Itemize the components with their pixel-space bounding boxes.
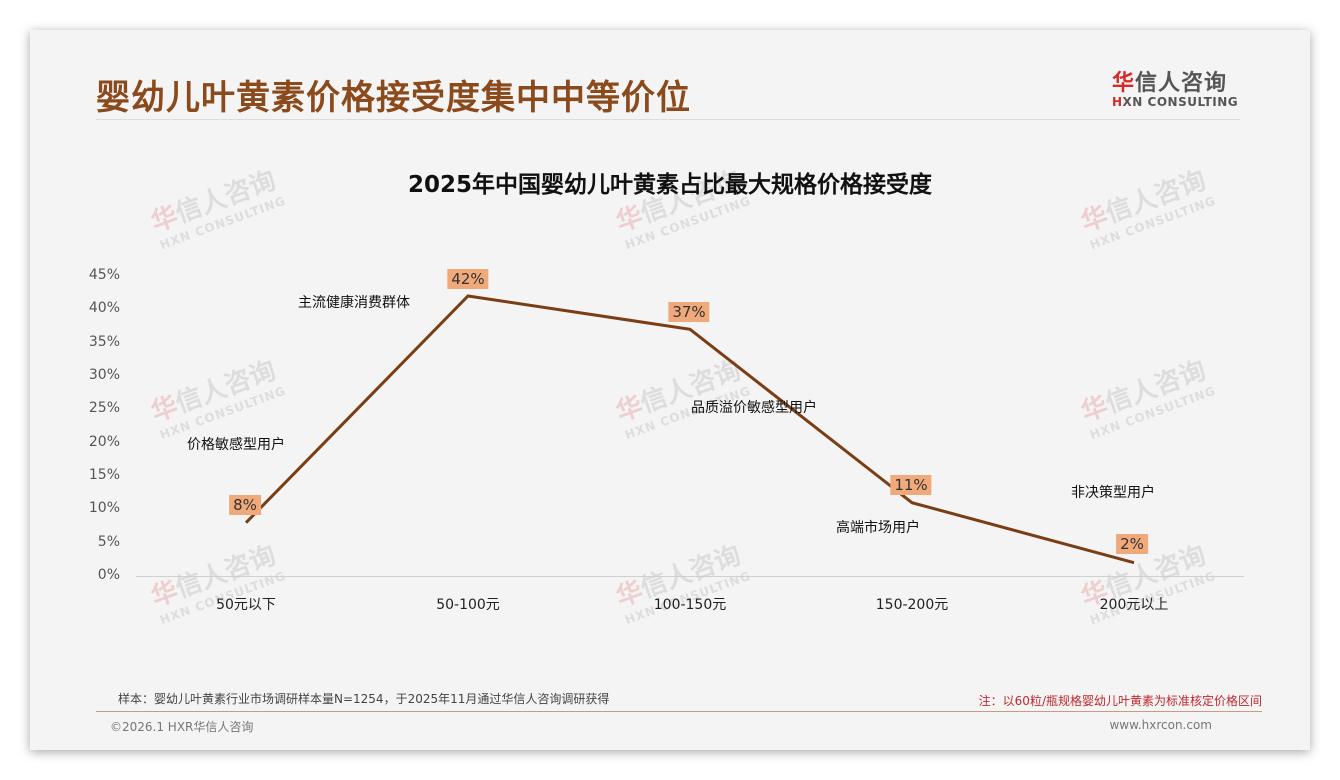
y-tick: 15% <box>88 467 120 483</box>
chart-title: 2025年中国婴幼儿叶黄素占比最大规格价格接受度 <box>407 172 932 198</box>
segment-annotation: 价格敏感型用户 <box>187 437 285 453</box>
segment-annotation: 高端市场用户 <box>836 520 920 536</box>
data-label: 8% <box>229 495 261 515</box>
y-tick: 5% <box>97 534 120 550</box>
x-axis-line <box>136 576 1244 577</box>
x-tick: 100-150元 <box>653 597 727 613</box>
segment-annotation: 品质溢价敏感型用户 <box>691 400 817 416</box>
data-label: 42% <box>447 269 489 289</box>
x-tick: 150-200元 <box>875 597 949 613</box>
header-divider <box>96 119 1240 120</box>
x-tick: 50元以下 <box>216 597 276 613</box>
y-tick: 10% <box>88 500 120 516</box>
sample-note: 样本：婴幼儿叶黄素行业市场调研样本量N=1254，于2025年11月通过华信人咨… <box>118 692 610 706</box>
logo-en: HXN CONSULTING <box>1112 95 1239 109</box>
y-tick: 25% <box>88 400 120 416</box>
brand-logo: 华信人咨询 HXN CONSULTING <box>1112 65 1242 109</box>
x-tick: 200元以上 <box>1099 597 1169 613</box>
segment-annotation: 主流健康消费群体 <box>298 295 410 311</box>
y-tick: 20% <box>88 434 120 450</box>
slide: 华信人咨询 HXN CONSULTING 华信人咨询 HXN CONSULTIN… <box>30 30 1310 750</box>
price-note: 注：以60粒/瓶规格婴幼儿叶黄素为标准核定价格区间 <box>978 694 1262 708</box>
y-tick: 35% <box>88 334 120 350</box>
data-label: 2% <box>1116 534 1148 554</box>
page-title: 婴幼儿叶黄素价格接受度集中中等价位 <box>96 78 691 118</box>
copyright: ©2026.1 HXR华信人咨询 <box>110 720 254 734</box>
footer-divider <box>96 711 1262 712</box>
x-tick: 50-100元 <box>436 597 500 613</box>
data-label: 11% <box>890 475 932 495</box>
y-tick: 45% <box>88 267 120 283</box>
line-series <box>244 294 1135 565</box>
website-url: www.hxrcon.com <box>1109 718 1212 732</box>
y-tick: 40% <box>88 300 120 316</box>
y-tick: 30% <box>88 367 120 383</box>
segment-annotation: 非决策型用户 <box>1071 485 1155 501</box>
data-label: 37% <box>668 302 710 322</box>
y-tick: 0% <box>97 567 120 583</box>
logo-cn: 华信人咨询 <box>1112 71 1228 96</box>
